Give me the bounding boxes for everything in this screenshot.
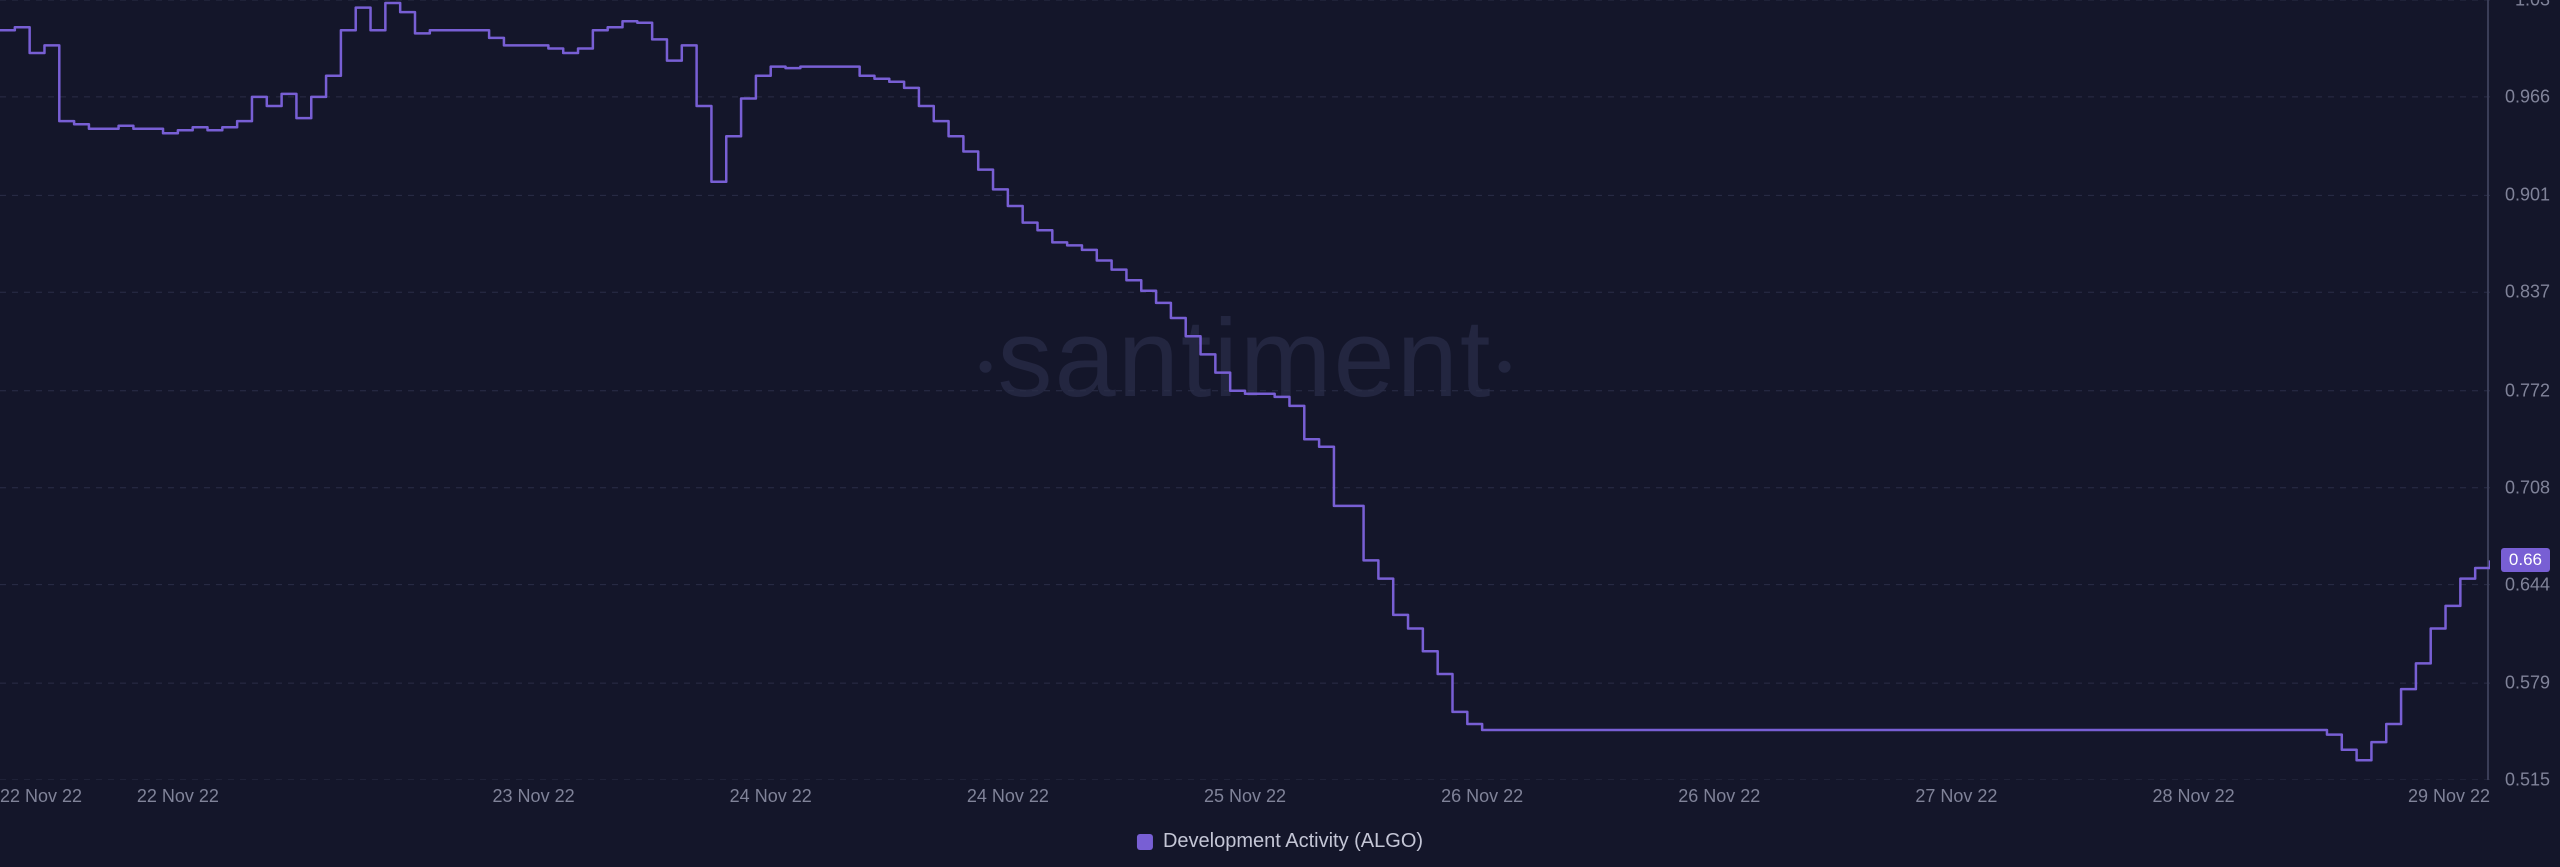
x-tick-label: 24 Nov 22 (967, 786, 1049, 807)
x-tick-label: 25 Nov 22 (1204, 786, 1286, 807)
plot-area[interactable]: santiment (0, 0, 2490, 780)
x-tick-label: 24 Nov 22 (730, 786, 812, 807)
y-tick-label: 0.966 (2505, 86, 2550, 107)
current-value-text: 0.66 (2509, 550, 2542, 569)
x-tick-label: 27 Nov 22 (1915, 786, 1997, 807)
x-tick-label: 26 Nov 22 (1678, 786, 1760, 807)
y-tick-label: 0.644 (2505, 574, 2550, 595)
y-tick-label: 0.515 (2505, 770, 2550, 791)
y-tick-label: 1.03 (2515, 0, 2550, 11)
line-series (0, 0, 2490, 780)
y-tick-label: 0.708 (2505, 477, 2550, 498)
legend-label: Development Activity (ALGO) (1163, 830, 1423, 853)
x-tick-label: 29 Nov 22 (2408, 786, 2490, 807)
current-value-badge: 0.66 (2501, 548, 2550, 572)
x-tick-label: 22 Nov 22 (0, 786, 82, 807)
y-tick-label: 0.579 (2505, 673, 2550, 694)
y-tick-label: 0.837 (2505, 282, 2550, 303)
legend-swatch (1137, 834, 1153, 850)
x-tick-label: 28 Nov 22 (2153, 786, 2235, 807)
x-tick-label: 23 Nov 22 (493, 786, 575, 807)
x-tick-label: 22 Nov 22 (137, 786, 219, 807)
legend[interactable]: Development Activity (ALGO) (1137, 830, 1423, 853)
y-tick-label: 0.901 (2505, 185, 2550, 206)
series-path (0, 3, 2490, 760)
x-tick-label: 26 Nov 22 (1441, 786, 1523, 807)
y-tick-label: 0.772 (2505, 380, 2550, 401)
chart-container: santiment 1.03 0.966 0.901 0.837 0.772 0.708 0… (0, 0, 2560, 867)
